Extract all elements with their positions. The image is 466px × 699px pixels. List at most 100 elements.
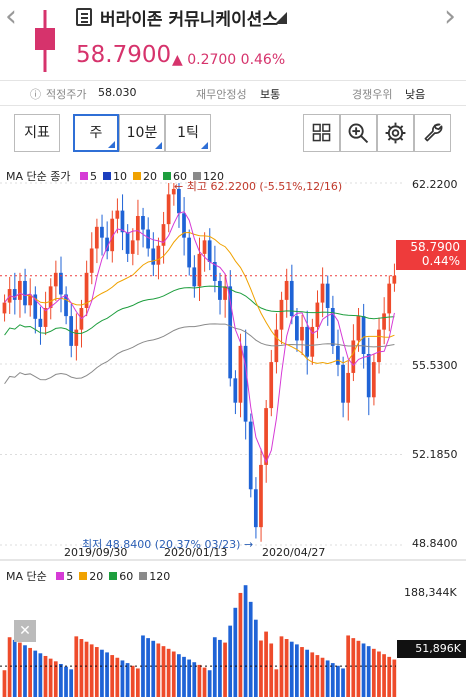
volume-bar	[239, 593, 243, 697]
candle-body	[39, 319, 43, 327]
volume-bar	[336, 666, 340, 697]
candle-body	[316, 303, 320, 327]
volume-bar	[331, 663, 335, 697]
volume-bar	[33, 651, 37, 697]
candle-body	[192, 267, 196, 286]
volume-legend-label: 20	[89, 570, 103, 583]
period-10min-button[interactable]: 10분	[119, 114, 165, 152]
volume-bar	[172, 652, 176, 697]
candle-body	[146, 230, 150, 249]
grid-icon[interactable]	[303, 114, 340, 152]
volume-bar	[269, 643, 273, 697]
current-price-marker: 58.7900 0.44%	[396, 240, 466, 270]
volume-bar	[3, 670, 7, 697]
competitive-value: 낮음	[405, 86, 425, 102]
volume-bar	[208, 670, 212, 697]
period-week-button[interactable]: 주	[73, 114, 119, 152]
y-tick-label: 55.5300	[412, 359, 458, 372]
volume-bar	[259, 641, 263, 697]
candle-body	[321, 284, 325, 303]
volume-bar	[105, 652, 109, 697]
stock-header: 버라이존 커뮤니케이션스 ‹ › 58.7900 ▲ 0.2700 0.46%	[0, 0, 466, 80]
price-change: ▲ 0.2700 0.46%	[172, 52, 285, 68]
candle-body	[131, 240, 135, 254]
volume-bar	[218, 640, 222, 697]
volume-bar	[295, 644, 299, 697]
candle-body	[156, 246, 160, 265]
candle-body	[167, 194, 171, 224]
candle-body	[151, 248, 155, 264]
x-tick-label: 2019/09/30	[64, 546, 127, 559]
volume-bar	[85, 642, 89, 697]
candle-body	[280, 300, 284, 330]
period-1tick-button[interactable]: 1틱	[165, 114, 211, 152]
candle-body	[367, 354, 371, 397]
y-tick-label: 62.2200	[412, 178, 458, 191]
volume-legend-label: 5	[66, 570, 73, 583]
volume-bar	[18, 643, 22, 697]
volume-bar	[64, 667, 68, 697]
x-tick-label: 2020/04/27	[262, 546, 325, 559]
settings-gear-icon[interactable]	[377, 114, 414, 152]
help-icon[interactable]: ⓘ	[30, 86, 41, 102]
volume-legend-swatch	[139, 572, 147, 580]
candle-body	[249, 422, 253, 490]
volume-bar	[382, 654, 386, 697]
candle-body	[357, 316, 361, 340]
candle-body	[208, 240, 212, 262]
volume-bar	[351, 638, 355, 697]
candle-body	[218, 281, 222, 300]
indicator-button[interactable]: 지표	[14, 114, 60, 152]
candle-body	[372, 362, 376, 397]
volume-bar	[59, 664, 63, 697]
volume-ma-legend: MA 단순 5 20 60 120	[6, 568, 170, 584]
candle-body	[54, 273, 58, 287]
volume-legend-label: 60	[119, 570, 133, 583]
zoom-in-icon[interactable]	[340, 114, 377, 152]
volume-bar	[233, 608, 237, 697]
volume-bar	[23, 645, 27, 697]
volume-bar	[131, 666, 135, 697]
marker-price: 58.7900	[396, 240, 466, 254]
candle-body	[13, 289, 17, 300]
volume-bar	[95, 647, 99, 697]
volume-bar	[115, 658, 119, 697]
volume-bar	[392, 660, 396, 697]
candle-body	[18, 281, 22, 300]
candle-body	[326, 284, 330, 308]
volume-bar	[8, 637, 12, 697]
volume-bar	[69, 669, 73, 697]
candle-body	[233, 378, 237, 402]
prev-stock-icon[interactable]: ‹	[5, 0, 17, 34]
volume-bar	[100, 650, 104, 697]
volume-bar	[377, 652, 381, 697]
volume-bar	[372, 649, 376, 697]
volume-bar	[90, 644, 94, 697]
stock-name[interactable]: 버라이존 커뮤니케이션스	[100, 5, 278, 30]
close-volume-button[interactable]: ✕	[14, 620, 36, 642]
volume-bar	[80, 639, 84, 697]
candle-body	[336, 346, 340, 365]
stock-list-icon[interactable]	[76, 8, 92, 26]
volume-bar	[387, 657, 391, 697]
volume-bar	[300, 647, 304, 697]
volume-bar	[28, 648, 32, 697]
volume-bar	[167, 649, 171, 697]
volume-bar	[74, 636, 78, 697]
marker-pct: 0.44%	[396, 254, 466, 268]
y-tick-label: 52.1850	[412, 448, 458, 461]
volume-bar	[285, 639, 289, 697]
volume-bar	[136, 668, 140, 697]
volume-bar	[274, 669, 278, 697]
ma120-line	[5, 324, 395, 384]
next-stock-icon[interactable]: ›	[444, 0, 456, 34]
volume-bar	[249, 602, 253, 697]
candle-body	[269, 362, 273, 408]
volume-bar	[126, 663, 130, 697]
volume-bar	[44, 656, 48, 697]
volume-tick-max: 188,344K	[404, 586, 457, 599]
stability-value: 보통	[260, 86, 280, 102]
candle-body	[285, 281, 289, 300]
stock-dropdown-icon[interactable]	[275, 12, 287, 24]
wrench-icon[interactable]	[414, 114, 451, 152]
